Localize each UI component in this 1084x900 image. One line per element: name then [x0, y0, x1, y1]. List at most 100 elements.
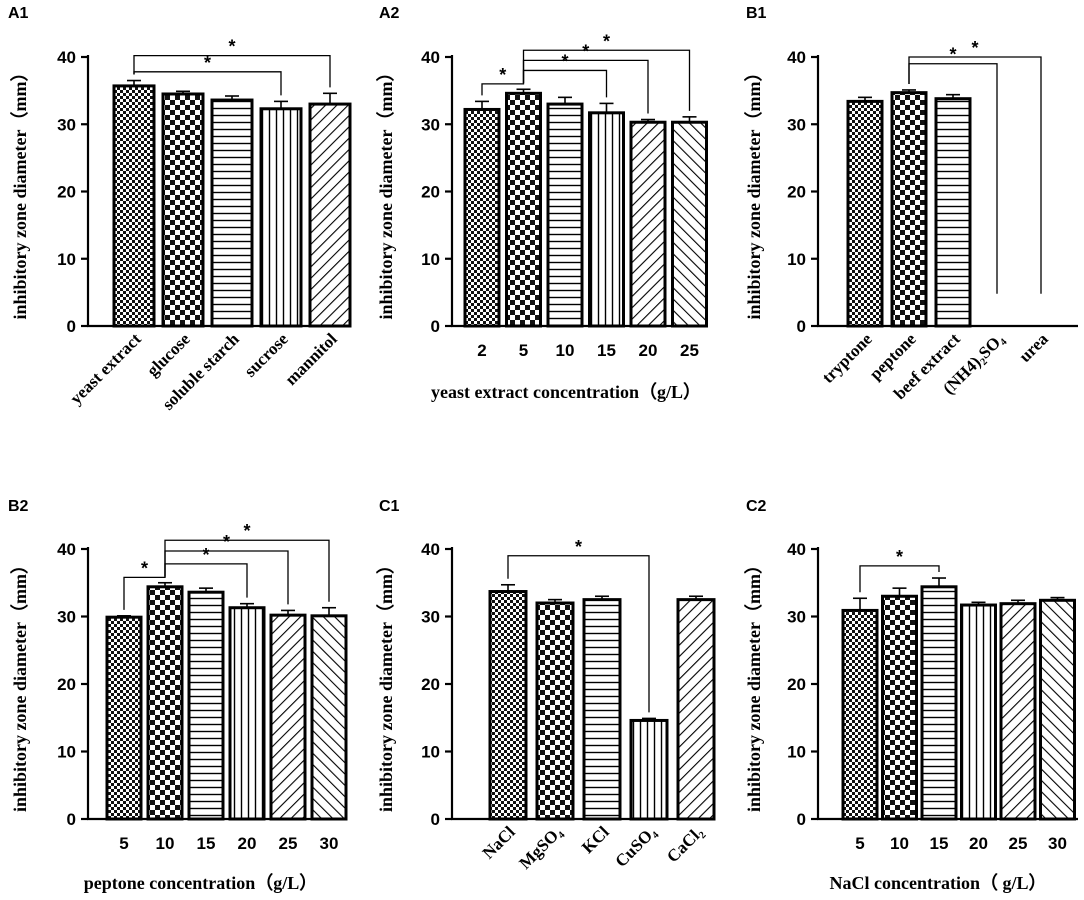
- y-tick-label: 40: [787, 540, 806, 559]
- x-tick-label: 20: [238, 834, 257, 853]
- bar-2: [505, 91, 542, 328]
- y-tick-label: 10: [787, 250, 806, 269]
- panel-b1: B1 0 10 20 30 40 inhibitory zone diameter（mm） t…: [744, 5, 1078, 403]
- x-tick-label: 25: [1009, 834, 1028, 853]
- significance-star: *: [202, 545, 209, 565]
- panel-label: C1: [379, 498, 400, 515]
- y-tick-label: 10: [421, 743, 440, 762]
- bar-4: [629, 718, 669, 821]
- x-tick-label: CuSO₄: [611, 822, 659, 870]
- y-tick-label: 30: [421, 608, 440, 627]
- x-tick-label: 15: [930, 834, 949, 853]
- y-tick-label: 30: [57, 608, 76, 627]
- panel-c1: C1 0 10 20 30 40 inhibitory zone diameter（mm） N…: [376, 498, 716, 873]
- bar-1: [112, 84, 156, 328]
- significance-bracket: [522, 59, 649, 114]
- bar-3: [210, 98, 254, 328]
- y-tick-label: 20: [57, 183, 76, 202]
- bar-5: [629, 120, 667, 328]
- y-tick-label: 20: [421, 183, 440, 202]
- bar-2: [881, 594, 918, 821]
- x-tick-label: urea: [1015, 329, 1052, 366]
- significance-bracket: [133, 55, 331, 88]
- x-tick-label: tryptone: [818, 329, 876, 387]
- bar-1: [488, 590, 528, 821]
- x-tick-label: 2: [477, 341, 486, 360]
- significance-star: *: [582, 41, 589, 61]
- x-tick-label: KCl: [578, 822, 613, 857]
- bar-4: [228, 606, 266, 821]
- y-tick-label: 40: [57, 540, 76, 559]
- bar-2: [146, 585, 184, 821]
- x-tick-label: CaCl₂: [663, 822, 707, 866]
- x-axis-label: yeast extract concentration（g/L）: [431, 382, 701, 402]
- significance-bracket: [123, 576, 166, 610]
- significance-bracket: [507, 555, 650, 713]
- y-tick-label: 40: [787, 48, 806, 67]
- panel-a2: A2 0 10 20 30 40 inhibitory zone diameter（mm） 2…: [376, 5, 708, 402]
- y-tick-label: 30: [421, 115, 440, 134]
- y-tick-label: 0: [67, 317, 76, 336]
- significance-star: *: [243, 521, 250, 541]
- y-tick-label: 30: [787, 115, 806, 134]
- x-tick-label: 25: [279, 834, 298, 853]
- panel-label: C2: [746, 498, 767, 515]
- bar-3: [187, 590, 225, 821]
- bar-3: [934, 97, 972, 328]
- y-axis-label: inhibitory zone diameter（mm）: [376, 556, 396, 812]
- y-axis-label: inhibitory zone diameter（mm）: [744, 556, 764, 812]
- bar-5: [999, 602, 1037, 821]
- y-tick-label: 40: [421, 48, 440, 67]
- y-tick-label: 40: [421, 540, 440, 559]
- y-tick-label: 0: [431, 317, 440, 336]
- significance-bracket: [481, 83, 525, 96]
- y-tick-label: 10: [421, 250, 440, 269]
- y-tick-label: 0: [797, 317, 806, 336]
- x-tick-label: 5: [119, 834, 128, 853]
- significance-bracket: [908, 56, 1042, 294]
- x-tick-label: MgSO₄: [515, 822, 565, 872]
- x-tick-label: 10: [156, 834, 175, 853]
- y-tick-label: 20: [57, 675, 76, 694]
- y-tick-label: 10: [787, 743, 806, 762]
- y-tick-label: 0: [797, 810, 806, 829]
- bar-6: [671, 120, 708, 328]
- bar-1: [463, 107, 501, 328]
- significance-star: *: [896, 547, 903, 567]
- bar-4: [259, 107, 303, 328]
- significance-star: *: [971, 38, 978, 58]
- y-axis-label: inhibitory zone diameter（mm）: [376, 64, 396, 320]
- significance-star: *: [228, 37, 235, 57]
- bar-5: [308, 102, 352, 328]
- x-tick-label: 30: [320, 834, 339, 853]
- x-tick-label: 25: [680, 341, 699, 360]
- significance-star: *: [223, 532, 230, 552]
- significance-star: *: [204, 53, 211, 73]
- significance-star: *: [499, 65, 506, 85]
- y-tick-label: 30: [787, 608, 806, 627]
- significance-star: *: [575, 537, 582, 557]
- x-tick-label: NaCl: [479, 822, 519, 862]
- significance-star: *: [141, 558, 148, 578]
- y-axis-label: inhibitory zone diameter（mm）: [744, 64, 764, 320]
- panel-c2: C2 0 10 20 30 40 inhibitory zone diameter（mm） 5…: [744, 498, 1078, 893]
- y-tick-label: 10: [57, 743, 76, 762]
- bar-2: [161, 92, 205, 328]
- y-tick-label: 10: [57, 250, 76, 269]
- x-tick-label: 5: [519, 341, 528, 360]
- panel-label: A2: [379, 5, 400, 22]
- y-tick-label: 30: [57, 115, 76, 134]
- panel-label: B2: [8, 498, 29, 515]
- x-axis-label: peptone concentration（g/L）: [84, 873, 318, 893]
- panel-label: B1: [746, 5, 767, 22]
- y-axis-label: inhibitory zone diameter（mm）: [10, 64, 30, 320]
- x-tick-label: 10: [890, 834, 909, 853]
- y-tick-label: 0: [67, 810, 76, 829]
- bar-5: [676, 598, 716, 821]
- bar-2: [890, 91, 928, 328]
- x-tick-label: 20: [969, 834, 988, 853]
- panel-a1: A1 0 10 20 30 40 inhibitory zone diameter（mm） y…: [8, 5, 352, 414]
- significance-star: *: [949, 45, 956, 65]
- x-tick-label: mannitol: [281, 329, 341, 389]
